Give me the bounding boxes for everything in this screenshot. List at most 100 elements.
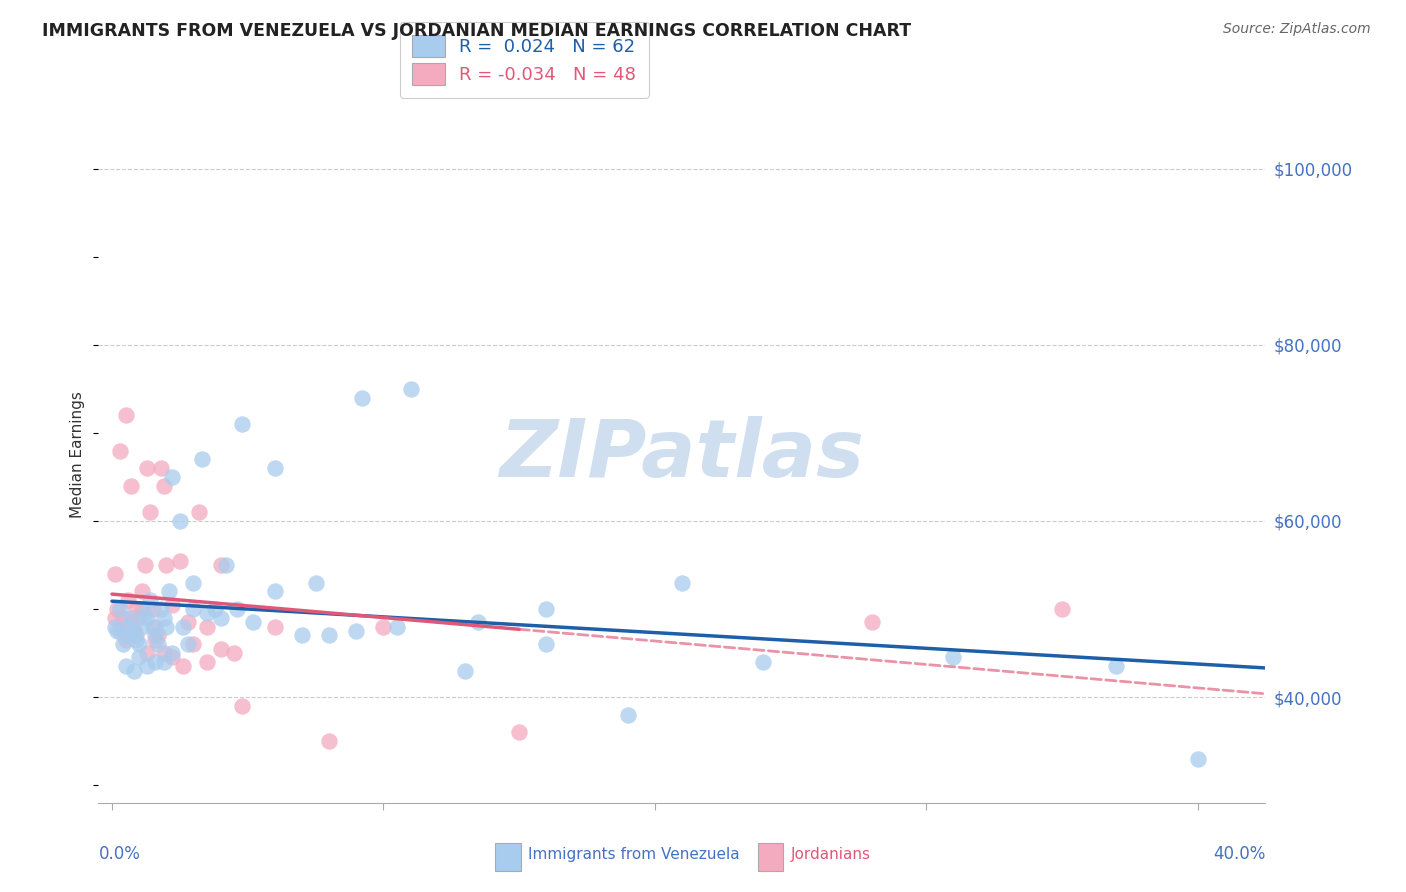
Point <box>160 470 183 484</box>
Point <box>534 637 557 651</box>
Point <box>169 514 191 528</box>
Point <box>263 620 285 634</box>
Point <box>122 624 145 638</box>
Point <box>350 391 373 405</box>
Point <box>152 611 174 625</box>
Point <box>157 584 180 599</box>
Point <box>209 611 232 625</box>
Point <box>128 637 150 651</box>
Point <box>152 646 174 660</box>
Point <box>128 650 150 665</box>
Point <box>104 620 127 634</box>
Point <box>942 650 965 665</box>
Point <box>128 611 150 625</box>
Point <box>136 461 159 475</box>
Point <box>152 479 174 493</box>
Point <box>190 452 212 467</box>
Point <box>107 624 129 638</box>
Point <box>131 602 153 616</box>
Point <box>108 624 131 638</box>
Point <box>454 664 477 678</box>
Text: 0.0%: 0.0% <box>98 845 141 863</box>
Point <box>120 611 142 625</box>
Point <box>160 646 183 660</box>
Text: 40.0%: 40.0% <box>1213 845 1265 863</box>
Point <box>125 628 148 642</box>
Point <box>111 637 134 651</box>
Point <box>114 659 136 673</box>
Point <box>399 382 422 396</box>
Point <box>145 620 167 634</box>
Point <box>209 641 232 656</box>
Point <box>131 620 153 634</box>
Point <box>467 615 489 630</box>
Point <box>146 628 169 642</box>
Point <box>145 632 167 647</box>
Point <box>373 620 395 634</box>
Point <box>145 655 167 669</box>
Point <box>231 698 253 713</box>
Point <box>344 624 367 638</box>
Point <box>142 620 165 634</box>
Point <box>125 602 148 616</box>
Point <box>195 620 218 634</box>
Point <box>291 628 314 642</box>
Point <box>108 602 131 616</box>
Point <box>183 575 205 590</box>
Point <box>114 409 136 423</box>
Point <box>160 598 183 612</box>
Point <box>508 725 530 739</box>
Point <box>125 632 148 647</box>
Point <box>1187 752 1209 766</box>
Point <box>111 611 134 625</box>
Point <box>120 479 142 493</box>
Point <box>117 593 139 607</box>
Point <box>177 637 200 651</box>
Point <box>139 505 162 519</box>
Point <box>152 655 174 669</box>
Point <box>169 553 191 567</box>
Point <box>215 558 238 572</box>
Point <box>1050 602 1073 616</box>
Point <box>616 707 638 722</box>
Point <box>318 734 340 748</box>
Point <box>195 607 218 621</box>
Point <box>318 628 340 642</box>
Point <box>114 632 136 647</box>
Point <box>155 558 177 572</box>
Point <box>860 615 883 630</box>
Point <box>225 602 247 616</box>
Text: IMMIGRANTS FROM VENEZUELA VS JORDANIAN MEDIAN EARNINGS CORRELATION CHART: IMMIGRANTS FROM VENEZUELA VS JORDANIAN M… <box>42 22 911 40</box>
Point <box>209 558 232 572</box>
Point <box>304 575 326 590</box>
Point <box>263 461 285 475</box>
Point <box>136 611 159 625</box>
Point <box>142 602 165 616</box>
Point <box>242 615 264 630</box>
Point <box>187 505 209 519</box>
Point <box>139 593 162 607</box>
Point <box>136 646 159 660</box>
Point <box>134 558 156 572</box>
Point <box>1105 659 1128 673</box>
Point <box>172 659 194 673</box>
Point <box>177 615 200 630</box>
Point <box>122 624 145 638</box>
Point <box>160 650 183 665</box>
Text: Jordanians: Jordanians <box>790 847 870 863</box>
Point <box>195 655 218 669</box>
Point <box>104 566 127 581</box>
Point <box>671 575 693 590</box>
Point <box>752 655 775 669</box>
Point <box>149 461 172 475</box>
Point <box>231 417 253 431</box>
Point <box>385 620 408 634</box>
Point <box>183 637 205 651</box>
Point <box>204 602 226 616</box>
Point <box>117 620 139 634</box>
Point <box>172 620 194 634</box>
FancyBboxPatch shape <box>758 843 783 871</box>
Point <box>146 637 169 651</box>
Point <box>263 584 285 599</box>
Text: ZIPatlas: ZIPatlas <box>499 416 865 494</box>
